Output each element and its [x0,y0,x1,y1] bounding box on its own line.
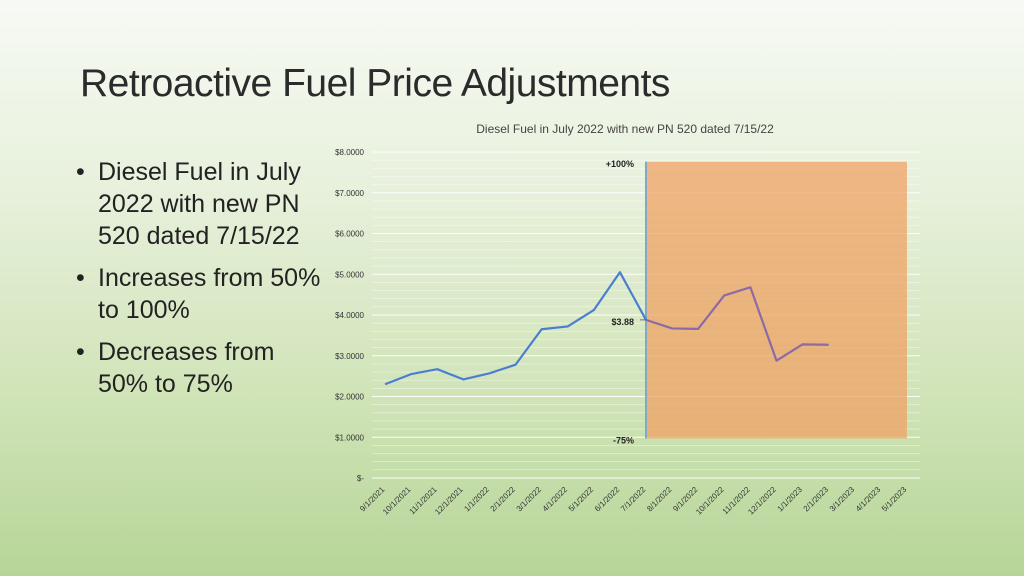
adjustment-band [646,161,907,439]
bullet-text: Diesel Fuel in July 2022 with new PN 520… [98,158,301,250]
x-tick-label: 2/1/2023 [802,485,831,514]
annotation-label: -75% [613,435,634,445]
bullet-item: • Increases from 50% to 100% [76,264,321,324]
chart-title: Diesel Fuel in July 2022 with new PN 520… [476,122,774,136]
x-tick-label: 2/1/2022 [489,485,518,514]
y-tick-label: $4.0000 [335,311,364,320]
x-tick-label: 4/1/2022 [541,485,570,514]
x-tick-label: 3/1/2023 [828,485,857,514]
y-tick-label: $7.0000 [335,189,364,198]
series-line-after [645,286,829,362]
y-tick-label: $- [357,474,364,483]
bullet-item: • Diesel Fuel in July 2022 with new PN 52… [76,158,301,250]
x-tick-label: 5/1/2023 [880,485,909,514]
y-tick-label: $6.0000 [335,230,364,239]
y-tick-label: $5.0000 [335,270,364,279]
x-tick-label: 12/1/2022 [746,485,778,517]
x-tick-label: 4/1/2023 [854,485,883,514]
x-tick-label: 12/1/2021 [433,485,465,517]
bullet-list: • Diesel Fuel in July 2022 with new PN 52… [76,156,326,410]
y-tick-label: $2.0000 [335,393,364,402]
annotation-label: $3.88 [611,317,634,327]
x-tick-label: 5/1/2022 [567,485,596,514]
bullet-text: Decreases from 50% to 75% [98,338,275,398]
x-tick-label: 7/1/2022 [619,485,648,514]
bullet-item: • Decreases from 50% to 75% [76,338,275,398]
x-tick-label: 8/1/2022 [645,485,674,514]
y-tick-label: $8.0000 [335,148,364,157]
x-tick-label: 1/1/2022 [462,485,491,514]
y-tick-label: $3.0000 [335,352,364,361]
bullet-text: Increases from 50% to 100% [98,264,321,324]
series-line-before [384,271,647,386]
x-tick-label: 1/1/2023 [776,485,805,514]
slide-title: Retroactive Fuel Price Adjustments [80,62,670,105]
x-tick-label: 6/1/2022 [593,485,622,514]
y-tick-label: $1.0000 [335,433,364,442]
x-tick-label: 3/1/2022 [515,485,544,514]
annotation-label: +100% [606,159,634,169]
